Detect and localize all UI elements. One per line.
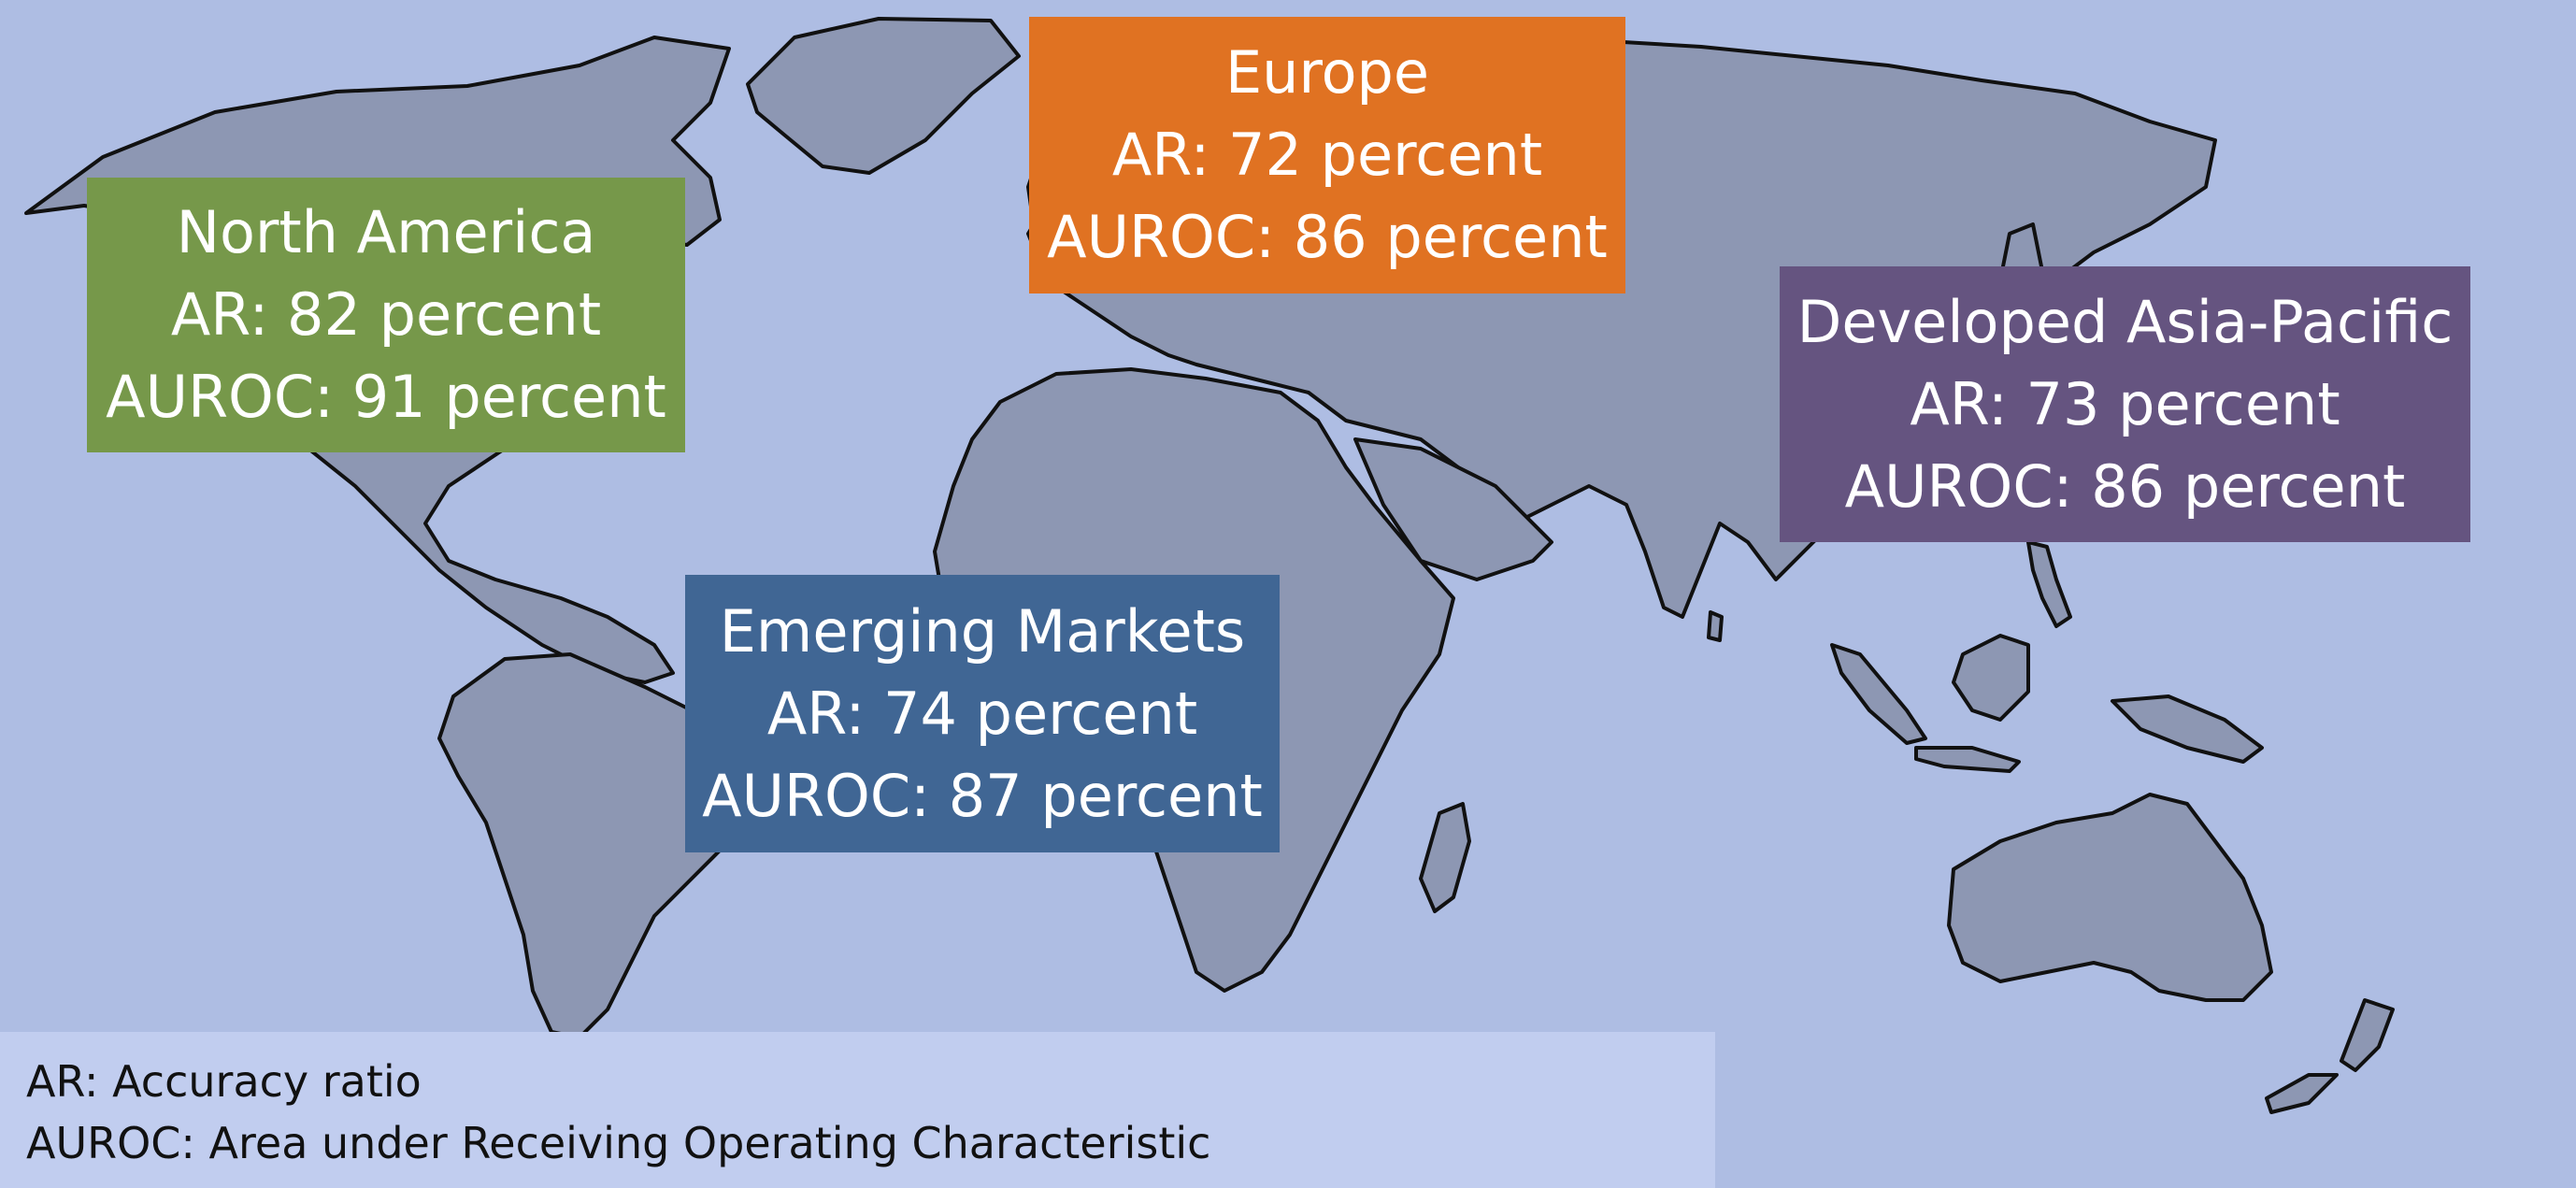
region-auroc: AUROC: 87 percent	[702, 761, 1263, 830]
region-ar: AR: 73 percent	[1910, 369, 2340, 438]
region-box-emerging-markets: Emerging Markets AR: 74 percent AUROC: 8…	[685, 575, 1280, 852]
new-zealand-south-landmass	[2265, 1073, 2339, 1114]
region-box-north-america: North America AR: 82 percent AUROC: 91 p…	[87, 178, 685, 452]
region-auroc: AUROC: 91 percent	[106, 363, 666, 431]
legend-ar-definition: AR: Accuracy ratio	[26, 1056, 422, 1107]
new-zealand-landmass	[2340, 998, 2395, 1072]
region-name: North America	[176, 198, 596, 266]
sri-lanka-landmass	[1707, 610, 1724, 642]
philippines-landmass	[2026, 540, 2072, 628]
region-ar: AR: 72 percent	[1111, 121, 1543, 189]
region-name: Developed Asia-Pacific	[1796, 287, 2454, 356]
region-auroc: AUROC: 86 percent	[1047, 203, 1608, 271]
legend: AR: Accuracy ratio AUROC: Area under Rec…	[0, 1032, 1715, 1188]
new-guinea-landmass	[2111, 694, 2264, 764]
region-name: Europe	[1224, 38, 1430, 107]
greenland-landmass	[746, 17, 1021, 175]
region-name: Emerging Markets	[719, 596, 1246, 666]
region-ar: AR: 74 percent	[766, 679, 1198, 748]
region-box-developed-asia-pacific: Developed Asia-Pacific AR: 73 percent AU…	[1780, 266, 2470, 542]
arabia-landmass	[1353, 437, 1553, 581]
legend-auroc-definition: AUROC: Area under Receiving Operating Ch…	[26, 1118, 1211, 1168]
sumatra-landmass	[1830, 643, 1927, 745]
region-ar: AR: 82 percent	[170, 280, 602, 349]
australia-landmass	[1947, 793, 2273, 1002]
java-landmass	[1914, 746, 2021, 773]
madagascar-landmass	[1419, 802, 1471, 913]
south-america-landmass	[437, 652, 759, 1039]
region-auroc: AUROC: 86 percent	[1844, 451, 2406, 521]
region-box-europe: Europe AR: 72 percent AUROC: 86 percent	[1029, 17, 1625, 293]
borneo-landmass	[1952, 634, 2030, 722]
